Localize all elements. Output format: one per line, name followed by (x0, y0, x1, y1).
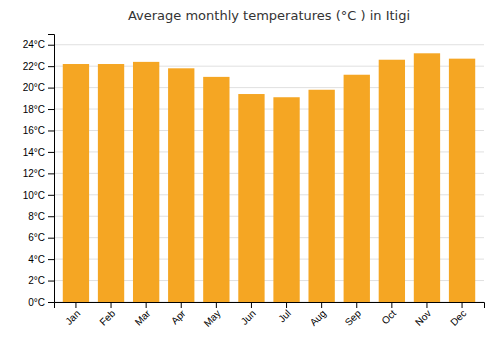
tick-label: Aug (308, 308, 328, 328)
tick-mark (48, 109, 54, 110)
tick-mark (48, 238, 54, 239)
bar (168, 68, 194, 302)
tick: 16°C (23, 125, 54, 136)
tick-label: 6°C (28, 232, 45, 243)
tick-label: May (202, 308, 223, 329)
title: Average monthly temperatures (°C ) in It… (128, 8, 410, 23)
tick-mark (48, 259, 54, 260)
bar (203, 77, 229, 302)
bar (63, 64, 89, 302)
tick-mark (48, 302, 54, 303)
tick-mark (75, 302, 76, 308)
bar (449, 59, 475, 302)
tick: 0°C (28, 297, 54, 308)
tick-label: 8°C (28, 211, 45, 222)
axis-line (48, 35, 55, 303)
tick-label: 12°C (23, 168, 45, 179)
bars (63, 53, 475, 302)
tick-label: Nov (413, 308, 433, 328)
bar (133, 62, 159, 302)
grid-line (54, 44, 484, 45)
tick: Jun (239, 302, 258, 327)
tick-label: Oct (379, 308, 398, 327)
tick: Mar (133, 302, 153, 328)
tick: 14°C (23, 147, 54, 158)
tick-mark (181, 302, 182, 308)
tick-mark (111, 302, 112, 308)
tick-mark (48, 281, 54, 282)
tick: May (202, 302, 223, 329)
tick-label: 14°C (23, 147, 45, 158)
tick-label: 4°C (28, 254, 45, 265)
tick-mark (48, 173, 54, 174)
x-axis: Jan Feb Mar Apr May Jun Jul Aug Sep Oct Nov Dec (55, 302, 485, 329)
tick-mark (356, 302, 357, 308)
tick-label: 2°C (28, 275, 45, 286)
tick-label: Dec (448, 308, 468, 328)
tick: Feb (97, 302, 117, 328)
bar (238, 94, 264, 302)
tick-mark (48, 216, 54, 217)
tick: 10°C (23, 190, 54, 201)
tick-label: 20°C (23, 82, 45, 93)
tick: 20°C (23, 82, 54, 93)
tick-mark (48, 152, 54, 153)
tick-mark (48, 195, 54, 196)
tick: 6°C (28, 232, 54, 243)
tick-mark (48, 88, 54, 89)
tick-label: Apr (169, 307, 188, 326)
tick-label: Jan (63, 308, 82, 327)
tick-label: Mar (133, 307, 153, 327)
tick: Oct (379, 302, 398, 326)
tick: 2°C (28, 275, 54, 286)
tick: 24°C (23, 39, 54, 50)
tick-mark (321, 302, 322, 308)
chart: Jan Feb Mar Apr May Jun Jul Aug Sep Oct Nov Dec 0°C 2… (0, 0, 500, 350)
tick-mark (391, 302, 392, 308)
tick-label: 10°C (23, 190, 45, 201)
grid (54, 45, 484, 302)
tick-label: Feb (97, 307, 117, 327)
tick: Nov (413, 302, 433, 328)
bar (273, 97, 299, 302)
tick: 18°C (23, 104, 54, 115)
tick: 4°C (28, 254, 54, 265)
tick-label: Sep (343, 307, 364, 328)
tick-mark (251, 302, 252, 308)
tick-label: 16°C (23, 125, 45, 136)
tick: Jan (63, 302, 82, 327)
bar (344, 75, 370, 302)
tick-label: Jun (239, 308, 258, 327)
bar (308, 90, 334, 302)
tick-mark (426, 302, 427, 308)
tick-label: 24°C (23, 39, 45, 50)
tick-mark (216, 302, 217, 308)
tick-mark (286, 302, 287, 308)
tick-label: 0°C (28, 297, 45, 308)
tick-mark (462, 302, 463, 308)
axis-line (55, 303, 485, 309)
tick: Dec (448, 302, 468, 328)
tick: 12°C (23, 168, 54, 179)
bar (98, 64, 124, 302)
tick-label: 22°C (23, 61, 45, 72)
tick-label: Jul (276, 308, 293, 325)
tick: Sep (343, 302, 364, 328)
tick-mark (48, 130, 54, 131)
bar (379, 60, 405, 302)
tick: 22°C (23, 61, 54, 72)
tick-mark (146, 302, 147, 308)
tick: Aug (308, 302, 328, 328)
tick: Apr (169, 302, 188, 326)
tick-label: 18°C (23, 104, 45, 115)
tick-mark (48, 66, 54, 67)
tick-mark (48, 45, 54, 46)
tick: 8°C (28, 211, 54, 222)
tick: Jul (276, 302, 293, 324)
bar (414, 53, 440, 302)
y-axis: 0°C 2°C 4°C 6°C 8°C 10°C 12°C 14°C 16°C 18°C 20°C 2… (23, 35, 55, 308)
